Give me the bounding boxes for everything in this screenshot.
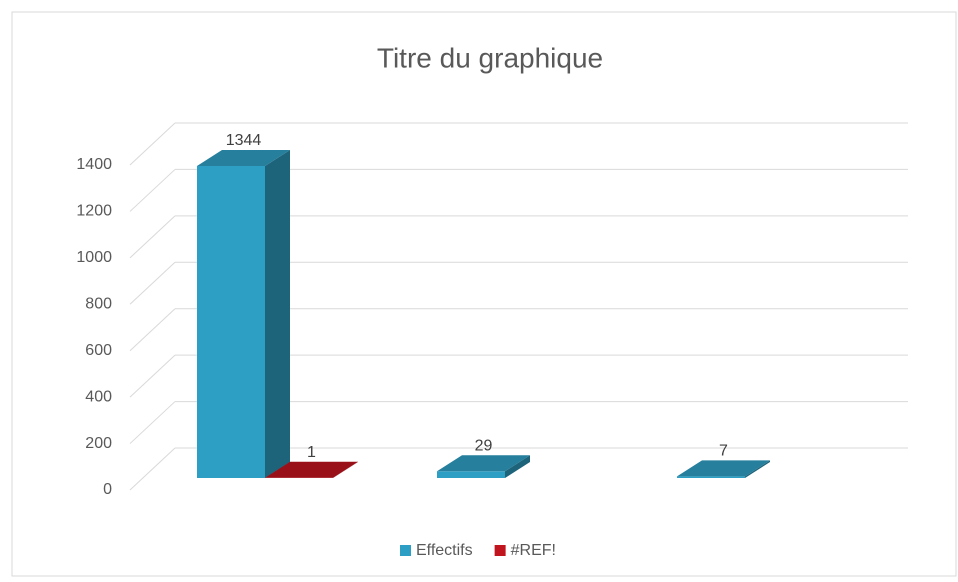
y-tick-label: 0 bbox=[103, 481, 112, 498]
y-tick-label: 800 bbox=[85, 296, 112, 313]
bar-top bbox=[677, 460, 770, 477]
bar-side bbox=[505, 455, 530, 478]
grid-line bbox=[129, 169, 176, 212]
data-label: 1344 bbox=[226, 132, 262, 149]
data-label: 1 bbox=[307, 444, 316, 461]
grid-line bbox=[129, 354, 176, 398]
grid-line bbox=[129, 308, 176, 352]
y-tick-label: 1000 bbox=[76, 249, 112, 266]
grid-line bbox=[129, 215, 176, 259]
bar bbox=[197, 166, 265, 478]
chart-title: Titre du graphique bbox=[377, 42, 603, 73]
y-tick-label: 1400 bbox=[76, 156, 112, 173]
grid-line bbox=[129, 401, 176, 444]
bar-side bbox=[745, 460, 770, 478]
chart-frame bbox=[11, 11, 957, 577]
bar-side bbox=[265, 150, 290, 478]
data-label: 7 bbox=[719, 443, 728, 460]
y-tick-label: 200 bbox=[85, 435, 112, 452]
bar-top bbox=[197, 150, 290, 166]
bar-side bbox=[333, 461, 358, 478]
legend-label: Effectifs bbox=[416, 542, 473, 559]
legend-label: #REF! bbox=[511, 542, 556, 559]
bar bbox=[437, 471, 505, 478]
grid-line bbox=[129, 261, 176, 305]
y-tick-label: 1200 bbox=[76, 203, 112, 220]
data-label: 29 bbox=[475, 437, 493, 454]
grid-line bbox=[129, 122, 176, 166]
bar-top bbox=[437, 455, 530, 472]
bar-top bbox=[265, 461, 358, 478]
legend-swatch bbox=[494, 545, 506, 556]
bar bbox=[677, 476, 745, 478]
grid-line bbox=[129, 447, 176, 491]
legend-swatch bbox=[400, 545, 411, 556]
y-tick-label: 400 bbox=[85, 388, 112, 405]
y-tick-label: 600 bbox=[85, 342, 112, 359]
